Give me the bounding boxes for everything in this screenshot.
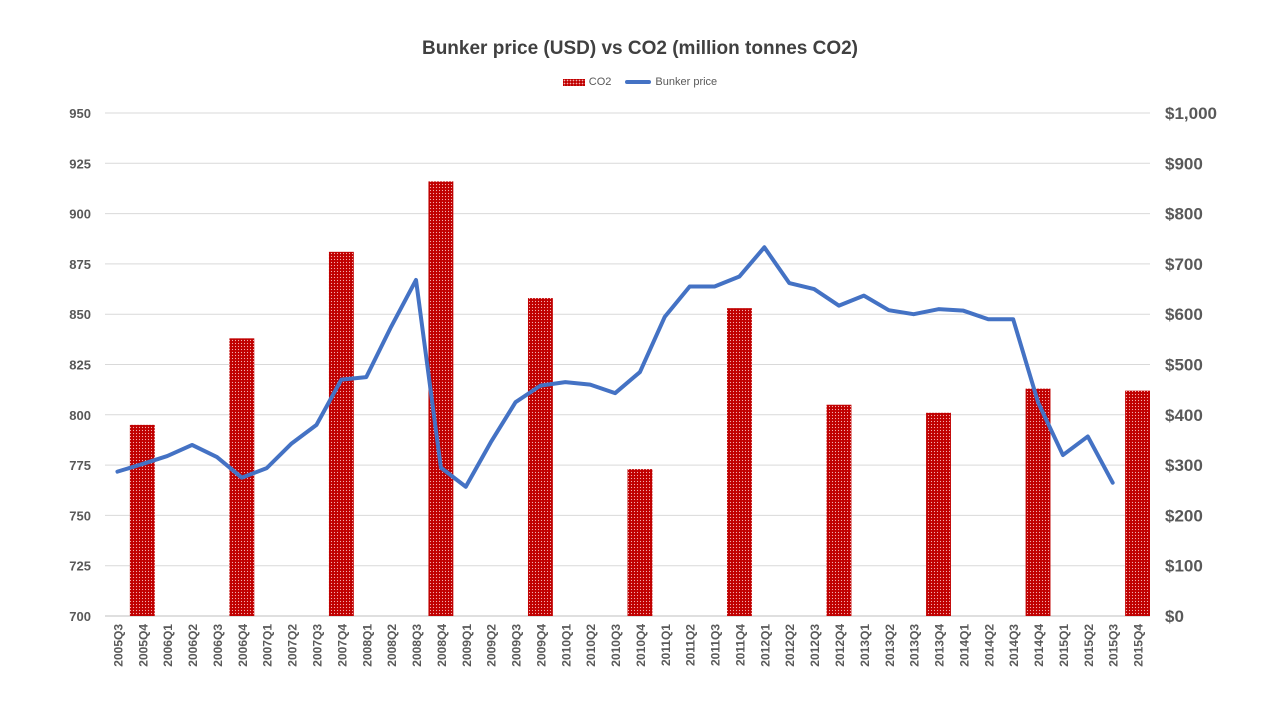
bar-co2-2010Q4 [627, 469, 653, 616]
x-tick-label: 2006Q3 [211, 624, 225, 667]
x-tick-label: 2010Q4 [634, 624, 648, 667]
x-tick-label: 2014Q2 [982, 624, 996, 667]
x-tick-label: 2005Q3 [111, 624, 125, 667]
x-tick-label: 2006Q1 [161, 624, 175, 667]
right-axis-tick-label: $800 [1165, 205, 1203, 224]
bar-co2-2009Q4 [527, 298, 553, 616]
x-tick-label: 2006Q4 [236, 624, 250, 667]
x-tick-label: 2012Q4 [833, 624, 847, 667]
left-axis-tick-label: 950 [69, 106, 91, 121]
right-axis-tick-label: $700 [1165, 255, 1203, 274]
left-axis-tick-label: 875 [69, 257, 91, 272]
x-tick-label: 2008Q1 [360, 624, 374, 667]
bar-co2-2014Q4 [1025, 388, 1051, 616]
bar-co2-2005Q4 [129, 424, 155, 616]
bar-co2-2007Q4 [328, 251, 354, 616]
x-tick-label: 2009Q3 [510, 624, 524, 667]
x-tick-label: 2015Q1 [1057, 624, 1071, 667]
x-tick-label: 2005Q4 [136, 624, 150, 667]
x-tick-label: 2013Q3 [908, 624, 922, 667]
x-tick-label: 2007Q1 [261, 624, 275, 667]
right-axis-tick-label: $600 [1165, 305, 1203, 324]
x-tick-label: 2014Q1 [957, 624, 971, 667]
chart-title: Bunker price (USD) vs CO2 (million tonne… [421, 38, 859, 59]
right-axis-tick-label: $200 [1165, 506, 1203, 525]
x-tick-label: 2011Q3 [709, 624, 723, 666]
x-tick-label: 2007Q3 [310, 624, 324, 667]
bar-co2-2015Q4 [1125, 390, 1150, 616]
right-axis-tick-label: $1,000 [1165, 104, 1217, 123]
x-tick-label: 2010Q1 [559, 624, 573, 667]
x-tick-label: 2011Q1 [659, 624, 673, 666]
x-tick-label: 2013Q4 [933, 624, 947, 667]
x-tick-label: 2009Q4 [534, 624, 548, 667]
left-axis-tick-label: 775 [69, 458, 91, 473]
x-tick-label: 2012Q1 [758, 624, 772, 667]
x-tick-label: 2012Q2 [783, 624, 797, 667]
bar-co2-2013Q4 [926, 412, 951, 616]
left-axis-tick-label: 825 [69, 358, 91, 373]
legend-item-bunker-price: Bunker price [625, 76, 717, 88]
left-axis-tick-label: 700 [69, 609, 91, 624]
right-axis-tick-label: $0 [1165, 607, 1184, 626]
legend-label-bunker-price: Bunker price [655, 76, 718, 88]
right-axis-tick-label: $300 [1165, 456, 1203, 475]
legend-item-co2: CO2 [562, 76, 612, 88]
x-tick-label: 2006Q2 [186, 624, 200, 667]
x-tick-label: 2013Q2 [883, 624, 897, 667]
x-tick-label: 2008Q3 [410, 624, 424, 667]
left-axis-tick-label: 800 [69, 408, 91, 423]
left-axis-tick-label: 925 [69, 156, 91, 171]
x-tick-label: 2015Q4 [1132, 624, 1146, 667]
x-tick-label: 2011Q4 [733, 624, 747, 666]
x-tick-label: 2007Q2 [286, 624, 300, 667]
left-axis-tick-label: 725 [69, 559, 91, 574]
right-axis-tick-label: $400 [1165, 406, 1203, 425]
x-tick-label: 2009Q2 [485, 624, 499, 667]
x-tick-label: 2007Q4 [335, 624, 349, 667]
x-tick-label: 2015Q2 [1082, 624, 1096, 667]
x-tick-label: 2012Q3 [808, 624, 822, 667]
left-axis-tick-label: 900 [69, 207, 91, 222]
x-tick-label: 2011Q2 [684, 624, 698, 666]
bar-co2-2011Q4 [727, 308, 752, 616]
left-axis-tick-label: 850 [69, 307, 91, 322]
right-axis-tick-label: $100 [1165, 557, 1203, 576]
left-axis-tick-label: 750 [69, 508, 91, 523]
right-axis-tick-label: $900 [1165, 154, 1203, 173]
x-tick-label: 2014Q3 [1007, 624, 1021, 667]
x-tick-label: 2009Q1 [460, 624, 474, 667]
legend-label-co2: CO2 [588, 76, 612, 88]
right-axis-tick-label: $500 [1165, 356, 1203, 375]
line-bunker-price [115, 245, 1115, 489]
bar-co2-2012Q4 [826, 404, 852, 616]
legend-swatch-bunker-price [625, 80, 652, 84]
x-tick-label: 2010Q2 [584, 624, 598, 667]
x-tick-label: 2014Q4 [1032, 624, 1046, 667]
x-tick-label: 2013Q1 [858, 624, 872, 667]
x-tick-label: 2010Q3 [609, 624, 623, 667]
legend: CO2 Bunker price [0, 76, 1280, 88]
x-tick-label: 2015Q3 [1107, 624, 1121, 667]
legend-swatch-co2 [562, 78, 585, 86]
x-tick-label: 2008Q2 [385, 624, 399, 667]
x-tick-label: 2008Q4 [435, 624, 449, 667]
